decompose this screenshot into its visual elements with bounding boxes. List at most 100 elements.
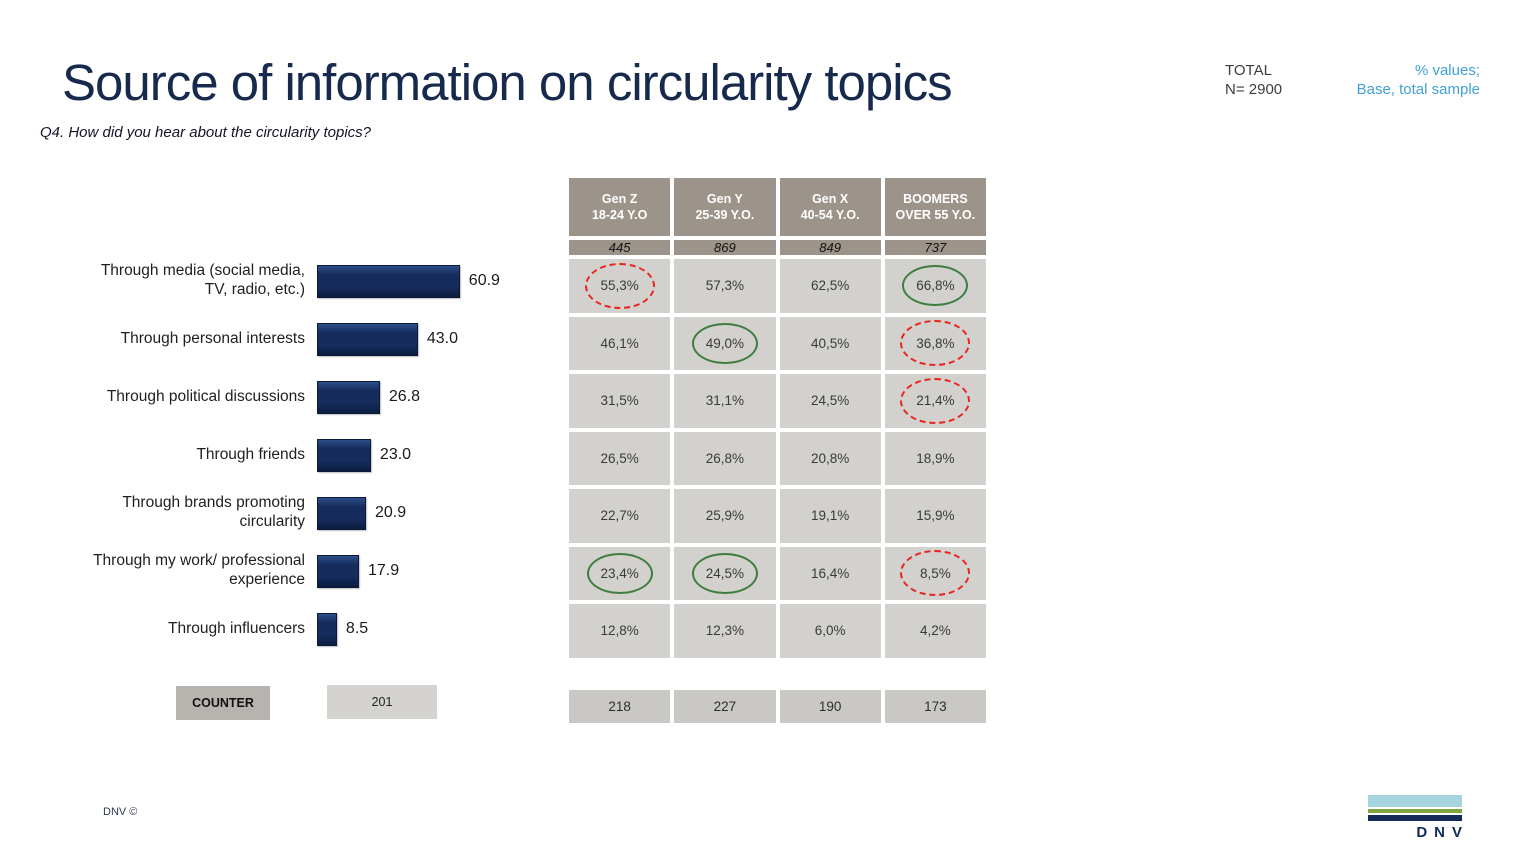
counter-label: COUNTER [176, 686, 270, 720]
cell-value: 8,5% [919, 565, 951, 581]
col-header-line2: OVER 55 Y.O. [895, 208, 976, 222]
logo-wordmark: DNV [1416, 824, 1469, 841]
cell-value: 46,1% [600, 335, 639, 351]
bar-row: Through friends 23.0 [87, 427, 567, 483]
table-cell: 6,0% [779, 604, 881, 658]
table-cell: 20,8% [779, 431, 881, 485]
bar-row: Through political discussions 26.8 [87, 369, 567, 425]
table-cell: 15,9% [884, 489, 986, 543]
total-n-value: N= 2900 [1225, 81, 1283, 98]
table-cell: 66,8% [884, 259, 986, 313]
count-cell: 227 [674, 690, 776, 723]
total-label: TOTAL [1225, 62, 1272, 79]
cell-value: 4,2% [919, 623, 951, 639]
col-header-line1: BOOMERS [903, 191, 968, 206]
table-col-header-boomers: BOOMERS OVER 55 Y.O. [884, 178, 986, 236]
cell-value: 36,8% [916, 335, 955, 351]
table-cell: 12,8% [569, 604, 671, 658]
bar-value: 26.8 [388, 388, 420, 405]
cell-value: 57,3% [705, 278, 745, 294]
cell-value: 31,5% [600, 393, 639, 409]
table-cell: 31,1% [674, 374, 776, 428]
table-cell: 26,8% [674, 431, 776, 485]
bar-label: Through media (social media, TV, radio, … [100, 262, 305, 298]
table-cell: 36,8% [884, 316, 986, 370]
bar-value: 20.9 [375, 504, 407, 521]
page-title: Source of information on circularity top… [62, 54, 953, 111]
count-cell: 173 [884, 690, 986, 723]
base-n-cell: 737 [884, 240, 986, 255]
values-note-block: % values; Base, total sample [1357, 61, 1480, 99]
table-cell: 4,2% [884, 604, 986, 658]
note-line-2: Base, total sample [1356, 81, 1480, 98]
base-n-cell: 445 [569, 240, 671, 255]
cell-value: 40,5% [810, 335, 850, 351]
cell-value: 12,8% [600, 623, 639, 639]
bar-value: 43.0 [426, 330, 458, 347]
table-cell: 49,0% [674, 316, 776, 370]
bar-row: Through my work/ professional experience… [87, 543, 567, 599]
cell-value: 49,0% [705, 335, 745, 351]
cell-value: 18,9% [916, 450, 955, 466]
bar-row: Through personal interests 43.0 [87, 311, 567, 367]
bar [317, 612, 337, 646]
table-cell: 57,3% [674, 259, 776, 313]
bar-row: Through brands promoting circularity 20.… [87, 485, 567, 541]
bar-value: 8.5 [345, 620, 369, 637]
table-col-header-genz: Gen Z 18-24 Y.O [569, 178, 671, 236]
table-cell: 22,7% [569, 489, 671, 543]
table-cell: 40,5% [779, 316, 881, 370]
table-cell: 12,3% [674, 604, 776, 658]
table-cell: 8,5% [884, 546, 986, 600]
table-cell: 24,5% [779, 374, 881, 428]
base-n-cell: 849 [779, 240, 881, 255]
count-cell: 190 [779, 690, 881, 723]
table-cell: 26,5% [569, 431, 671, 485]
table-cell: 31,5% [569, 374, 671, 428]
bar [317, 554, 359, 588]
cell-value: 55,3% [600, 278, 639, 294]
bar-row: Through influencers 8.5 [87, 601, 567, 657]
bar [317, 496, 366, 530]
table-cell: 24,5% [674, 546, 776, 600]
table-cell: 46,1% [569, 316, 671, 370]
dnv-logo: DNV [1368, 795, 1462, 841]
counter-counts-row: 218 227 190 173 [569, 690, 986, 723]
cell-value: 16,4% [810, 565, 850, 581]
col-header-line1: Gen Z [601, 191, 638, 206]
base-n-cell: 869 [674, 240, 776, 255]
bar-label: Through personal interests [120, 329, 305, 347]
bar-label: Through my work/ professional experience [93, 552, 305, 588]
table-cell: 19,1% [779, 489, 881, 543]
bar [317, 438, 371, 472]
cell-value: 19,1% [810, 508, 850, 524]
col-header-line1: Gen X [812, 191, 849, 206]
logo-stripe-lightblue [1368, 795, 1462, 807]
table-cell: 21,4% [884, 374, 986, 428]
table-col-header-genx: Gen X 40-54 Y.O. [779, 178, 881, 236]
bar-value: 17.9 [367, 562, 400, 579]
bar [317, 322, 418, 356]
question-subtitle: Q4. How did you hear about the circulari… [40, 124, 372, 141]
table-col-header-geny: Gen Y 25-39 Y.O. [674, 178, 776, 236]
cell-value: 6,0% [814, 623, 846, 639]
bar-label: Through political discussions [106, 387, 305, 405]
cell-value: 24,5% [705, 565, 745, 581]
cell-value: 26,8% [705, 450, 745, 466]
bar-label: Through friends [196, 445, 305, 463]
copyright-text: DNV © [103, 806, 138, 818]
cell-value: 21,4% [916, 393, 955, 409]
table-cell: 16,4% [779, 546, 881, 600]
table-cell: 55,3% [569, 259, 671, 313]
cell-value: 15,9% [916, 508, 955, 524]
count-cell: 218 [569, 690, 671, 723]
bar-label: Through brands promoting circularity [122, 494, 305, 530]
table-cell: 23,4% [569, 546, 671, 600]
col-header-line2: 25-39 Y.O. [695, 208, 755, 222]
logo-stripe-navy [1368, 815, 1462, 821]
bar [317, 380, 380, 414]
counter-value: 201 [327, 685, 437, 719]
cell-value: 22,7% [600, 508, 639, 524]
cell-value: 23,4% [600, 565, 639, 581]
